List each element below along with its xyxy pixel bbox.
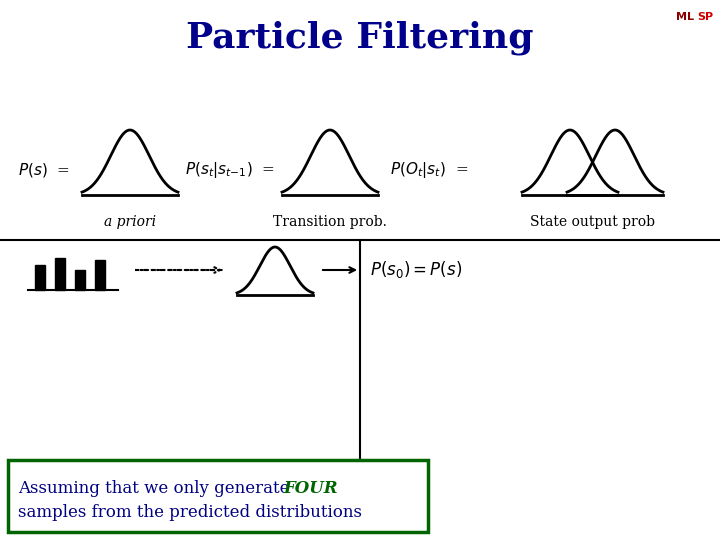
Text: FOUR: FOUR (283, 480, 338, 497)
Bar (35, 265, 45, 290)
Text: $P(s_t|s_{t\mathregular{-}1})$  =: $P(s_t|s_{t\mathregular{-}1})$ = (185, 160, 275, 180)
Bar (55, 258, 65, 290)
Text: a priori: a priori (104, 215, 156, 229)
Text: $P(s)$  =: $P(s)$ = (18, 161, 70, 179)
Text: $P(O_t|s_t)$  =: $P(O_t|s_t)$ = (390, 160, 468, 180)
Text: SP: SP (697, 12, 713, 22)
FancyBboxPatch shape (8, 460, 428, 532)
Text: State output prob: State output prob (530, 215, 655, 229)
Text: ML: ML (676, 12, 694, 22)
Text: Assuming that we only generate: Assuming that we only generate (18, 480, 294, 497)
Bar (95, 260, 105, 290)
Text: Particle Filtering: Particle Filtering (186, 21, 534, 55)
Text: $P(s_0) = P(s)$: $P(s_0) = P(s)$ (370, 260, 462, 280)
Text: samples from the predicted distributions: samples from the predicted distributions (18, 504, 362, 521)
Text: Transition prob.: Transition prob. (273, 215, 387, 229)
Bar (75, 270, 85, 290)
